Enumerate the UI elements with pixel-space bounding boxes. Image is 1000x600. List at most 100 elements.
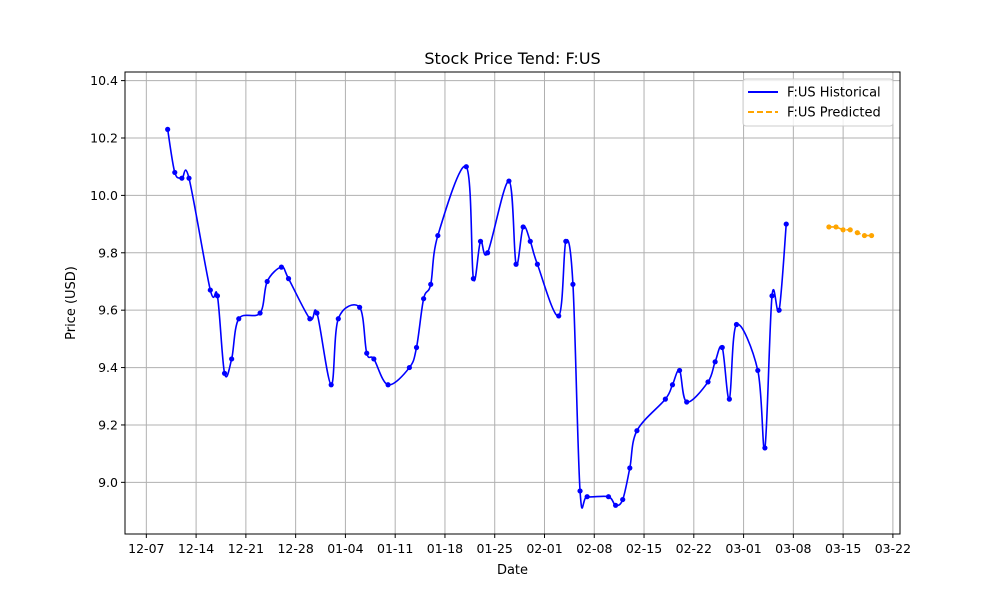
x-tick-label: 03-01 (725, 541, 761, 556)
data-point-historical (314, 310, 320, 316)
legend-label-historical: F:US Historical (787, 86, 881, 101)
data-point-historical (229, 356, 235, 362)
plot-frame (124, 71, 901, 535)
data-point-historical (470, 276, 476, 282)
data-point-historical (669, 382, 676, 388)
data-point-predicted (854, 230, 860, 236)
y-tick-label: 9.4 (98, 360, 118, 375)
data-point-historical (520, 224, 526, 230)
x-tick-label: 02-08 (576, 541, 612, 556)
data-point-historical (214, 293, 221, 299)
data-point-historical (634, 428, 640, 434)
data-point-historical (328, 382, 334, 388)
x-tick-label: 03-22 (875, 541, 911, 556)
data-point-historical (165, 126, 171, 132)
data-point-historical (769, 293, 775, 299)
chart-title: Stock Price Tend: F:US (424, 49, 600, 68)
grid-layer (125, 72, 900, 534)
data-point-historical (762, 445, 768, 451)
data-point-historical (485, 250, 491, 256)
x-tick-label: 03-15 (825, 541, 861, 556)
x-tick-label: 02-22 (676, 541, 712, 556)
data-point-historical (278, 264, 285, 270)
data-point-predicted (847, 227, 853, 233)
data-point-historical (563, 238, 569, 244)
data-point-historical (236, 316, 242, 322)
x-tick-label: 01-11 (377, 541, 413, 556)
data-point-historical (719, 344, 725, 351)
data-point-historical (783, 221, 789, 227)
data-point-historical (207, 287, 213, 293)
data-point-historical (421, 296, 427, 302)
data-point-historical (577, 488, 583, 494)
y-tick-label: 10.0 (90, 188, 118, 203)
data-point-historical (428, 281, 434, 287)
data-point-historical (627, 465, 633, 471)
data-point-historical (705, 379, 711, 385)
data-point-historical (371, 356, 377, 362)
data-point-historical (257, 310, 263, 316)
y-tick-label: 10.4 (90, 73, 118, 88)
x-tick-label: 01-25 (477, 541, 513, 556)
x-tick-label: 03-08 (775, 541, 811, 556)
data-point-historical (534, 261, 540, 267)
data-point-historical (662, 396, 668, 402)
y-axis-title: Price (USD) (64, 266, 79, 340)
legend-box (742, 78, 894, 127)
x-tick-label: 02-01 (526, 541, 562, 556)
legend: F:US Historical F:US Predicted (742, 78, 894, 127)
data-point-historical (172, 169, 178, 176)
data-point-historical (584, 494, 590, 500)
data-point-historical (357, 304, 363, 310)
data-point-historical (712, 359, 718, 365)
y-tick-label: 10.2 (90, 131, 118, 146)
data-point-historical (513, 261, 519, 267)
data-point-historical (264, 278, 270, 285)
data-point-predicted (833, 224, 839, 230)
data-point-historical (307, 316, 313, 322)
data-point-historical (776, 307, 782, 313)
data-point-predicted (861, 232, 868, 239)
data-point-historical (684, 399, 690, 405)
data-point-historical (733, 321, 740, 328)
data-point-historical (186, 175, 192, 181)
data-point-historical (385, 382, 391, 388)
data-point-predicted (868, 232, 875, 239)
y-tick-label: 9.8 (98, 245, 118, 260)
x-tick-label: 01-18 (427, 541, 463, 556)
x-tick-label: 12-14 (178, 541, 214, 556)
data-point-historical (435, 232, 441, 239)
data-point-historical (463, 164, 469, 170)
data-point-historical (726, 396, 732, 402)
data-point-historical (335, 316, 341, 322)
data-point-predicted (840, 227, 846, 233)
x-tick-label: 01-04 (327, 541, 363, 556)
x-tick-label: 12-07 (128, 541, 164, 556)
data-point-historical (605, 494, 612, 500)
data-point-historical (364, 350, 370, 356)
data-point-historical (612, 502, 619, 508)
x-tick-label: 02-15 (626, 541, 662, 556)
data-point-historical (620, 496, 626, 503)
axis-layer: 12-07 12-14 12-21 12-28 01-04 01-11 01-18 01-25… (90, 73, 911, 556)
data-point-predicted (826, 224, 832, 230)
data-point-historical (179, 175, 185, 181)
y-tick-label: 9.0 (98, 475, 118, 490)
data-point-historical (477, 238, 484, 244)
x-tick-label: 12-21 (228, 541, 264, 556)
data-point-historical (676, 367, 683, 374)
data-point-historical (285, 276, 292, 282)
data-point-historical (221, 370, 228, 376)
data-point-historical (755, 367, 761, 374)
data-point-historical (556, 313, 562, 319)
series-layer (165, 126, 875, 509)
data-point-historical (406, 364, 413, 371)
x-axis-title: Date (497, 563, 528, 578)
x-tick-label: 12-28 (277, 541, 313, 556)
data-point-historical (506, 178, 512, 184)
data-point-historical (527, 238, 533, 244)
legend-label-predicted: F:US Predicted (787, 106, 881, 121)
data-point-historical (570, 281, 576, 287)
